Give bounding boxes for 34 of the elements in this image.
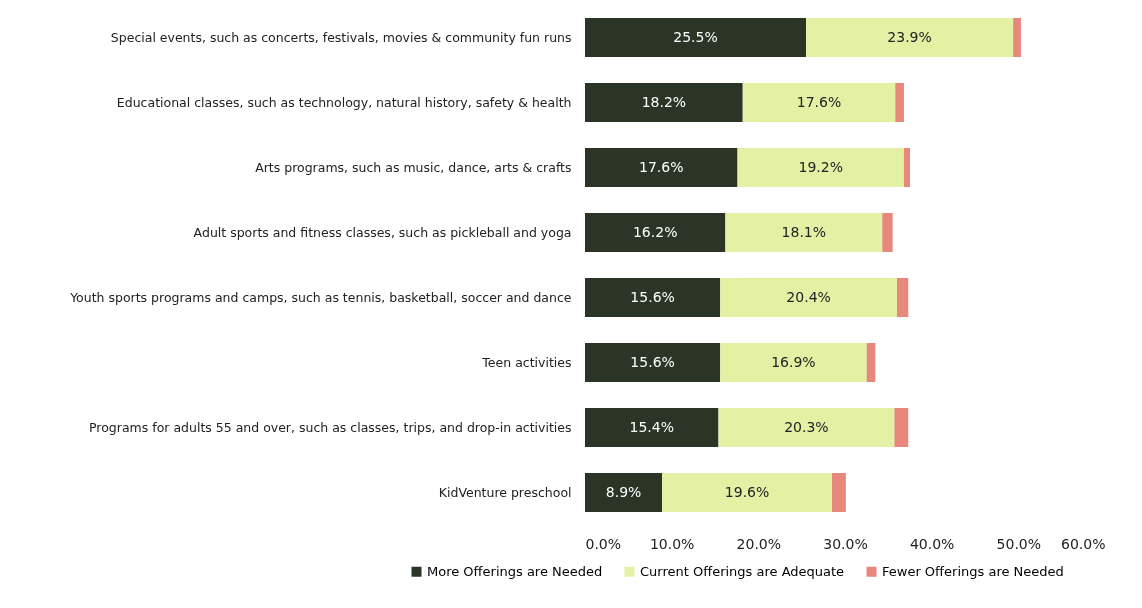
legend-label: Current Offerings are Adequate: [640, 563, 845, 579]
y-tick-label: Adult sports and fitness classes, such as pickleball and yoga: [193, 224, 572, 240]
legend-label: More Offerings are Needed: [427, 563, 603, 579]
data-label: 15.6%: [630, 288, 675, 305]
x-tick-label: 60.0%: [1061, 535, 1106, 552]
data-label: 18.1%: [781, 223, 827, 240]
x-tick-label: 40.0%: [909, 535, 955, 552]
data-label: 17.6%: [796, 93, 842, 110]
data-label: 16.9%: [771, 353, 816, 370]
x-tick-label: 50.0%: [996, 535, 1042, 552]
data-label: 18.2%: [641, 93, 687, 110]
data-label: 16.2%: [632, 223, 678, 240]
data-label: 25.5%: [673, 28, 718, 45]
data-label: 23.9%: [887, 28, 932, 45]
data-label: 20.3%: [784, 418, 829, 435]
x-tick-label: 30.0%: [823, 535, 868, 552]
y-tick-label: Programs for adults 55 and over, such as classes, trips, and drop-in activities: [89, 419, 572, 435]
data-label: 19.2%: [798, 158, 843, 175]
y-tick-label: Special events, such as concerts, festivals, movies & community fun runs: [110, 29, 572, 45]
y-tick-label: KidVenture preschool: [438, 484, 572, 500]
x-tick-label: 0.0%: [585, 535, 622, 552]
data-label: 8.9%: [605, 483, 642, 500]
x-tick-label: 10.0%: [649, 535, 695, 552]
data-label: 20.4%: [786, 288, 831, 305]
y-tick-label: Youth sports programs and camps, such as tennis, basketball, soccer and dance: [69, 289, 572, 305]
legend-label: Fewer Offerings are Needed: [882, 563, 1064, 579]
x-tick-label: 20.0%: [736, 535, 782, 552]
data-label: 19.6%: [724, 483, 770, 500]
data-label: 17.6%: [639, 158, 684, 175]
y-tick-label: Teen activities: [481, 354, 572, 370]
data-label: 15.4%: [629, 418, 674, 435]
y-tick-label: Educational classes, such as technology, natural history, safety & health: [116, 94, 572, 110]
data-label: 15.6%: [630, 353, 675, 370]
y-tick-label: Arts programs, such as music, dance, arts & crafts: [255, 159, 572, 175]
